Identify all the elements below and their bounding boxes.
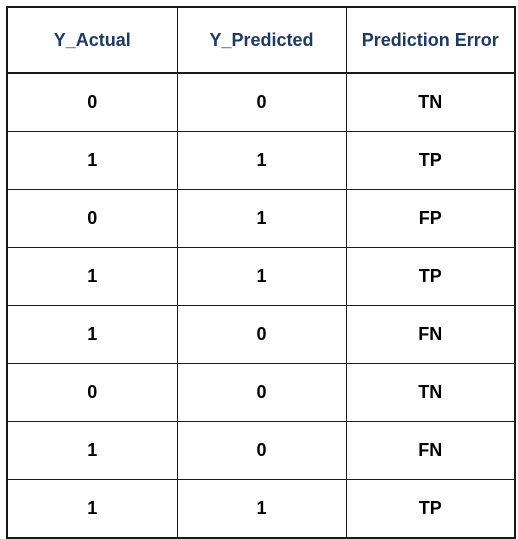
cell-prediction-error: TP [345,479,516,539]
table-row: 0 1 FP [6,189,516,248]
table-row: 0 0 TN [6,72,516,132]
cell-y-actual: 1 [6,247,178,306]
cell-y-predicted: 0 [176,421,347,480]
header-row: Y_Actual Y_Predicted Prediction Error [6,6,516,74]
cell-y-actual: 0 [6,72,178,132]
table-row: 1 1 TP [6,247,516,306]
cell-prediction-error: TP [345,131,516,190]
table-row: 1 1 TP [6,131,516,190]
prediction-error-table: Y_Actual Y_Predicted Prediction Error 0 … [6,6,516,539]
cell-prediction-error: FN [345,305,516,364]
cell-y-predicted: 1 [176,189,347,248]
cell-prediction-error: TN [345,363,516,422]
table-row: 1 1 TP [6,479,516,539]
cell-y-actual: 1 [6,131,178,190]
table-header: Y_Actual Y_Predicted Prediction Error [6,6,516,74]
cell-y-actual: 1 [6,479,178,539]
column-header-y-actual: Y_Actual [6,6,178,74]
cell-y-predicted: 1 [176,479,347,539]
cell-y-predicted: 1 [176,131,347,190]
cell-prediction-error: FN [345,421,516,480]
cell-y-actual: 1 [6,421,178,480]
column-header-prediction-error: Prediction Error [345,6,516,74]
table-row: 1 0 FN [6,305,516,364]
cell-y-predicted: 0 [176,363,347,422]
cell-y-actual: 0 [6,363,178,422]
cell-y-actual: 1 [6,305,178,364]
cell-prediction-error: FP [345,189,516,248]
cell-y-predicted: 1 [176,247,347,306]
table-body: 0 0 TN 1 1 TP 0 1 FP 1 1 TP 1 0 [6,72,516,539]
cell-y-actual: 0 [6,189,178,248]
cell-y-predicted: 0 [176,305,347,364]
cell-y-predicted: 0 [176,72,347,132]
column-header-y-predicted: Y_Predicted [176,6,347,74]
confusion-outcome-table-container: Y_Actual Y_Predicted Prediction Error 0 … [6,6,516,539]
cell-prediction-error: TN [345,72,516,132]
cell-prediction-error: TP [345,247,516,306]
table-row: 1 0 FN [6,421,516,480]
table-row: 0 0 TN [6,363,516,422]
